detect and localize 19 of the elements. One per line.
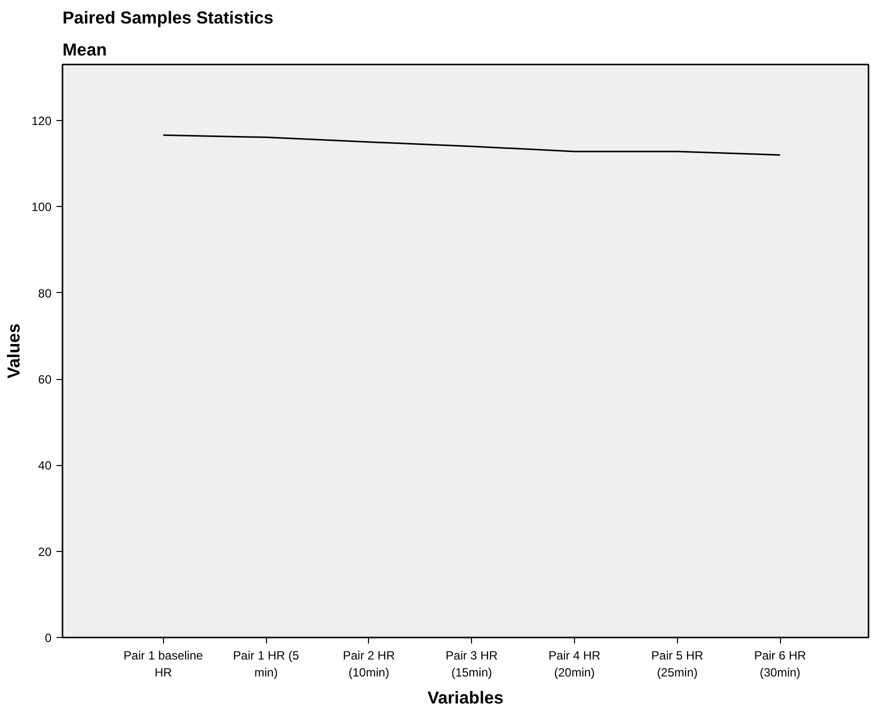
x-axis-title: Variables (427, 687, 504, 708)
chart-title: Paired Samples Statistics (62, 8, 274, 28)
y-tick-label: 60 (38, 372, 52, 387)
y-axis-title: Values (3, 324, 24, 378)
y-tick-label: 120 (31, 114, 52, 128)
x-tick-label: Pair 2 HR (10min) (342, 648, 396, 680)
line-series (162, 134, 781, 156)
chart-subtitle: Mean (62, 40, 107, 60)
x-tick-label: Pair 1 baseline HR (124, 648, 204, 680)
y-tick-label: 100 (31, 200, 52, 214)
x-tick-label: Pair 5 HR (25min) (651, 648, 704, 680)
y-tick-label: 0 (44, 631, 52, 645)
y-tick-label: 40 (38, 458, 52, 473)
y-tick-label: 80 (38, 286, 52, 300)
x-tick-label: Pair 4 HR (20min) (548, 648, 601, 680)
x-tick-label: Pair 3 HR (15min) (446, 648, 498, 680)
x-tick-label: Pair 6 HR (30min) (754, 648, 806, 680)
y-tick-label: 20 (38, 544, 52, 559)
x-tick-label: Pair 1 HR (5 min) (233, 648, 300, 680)
